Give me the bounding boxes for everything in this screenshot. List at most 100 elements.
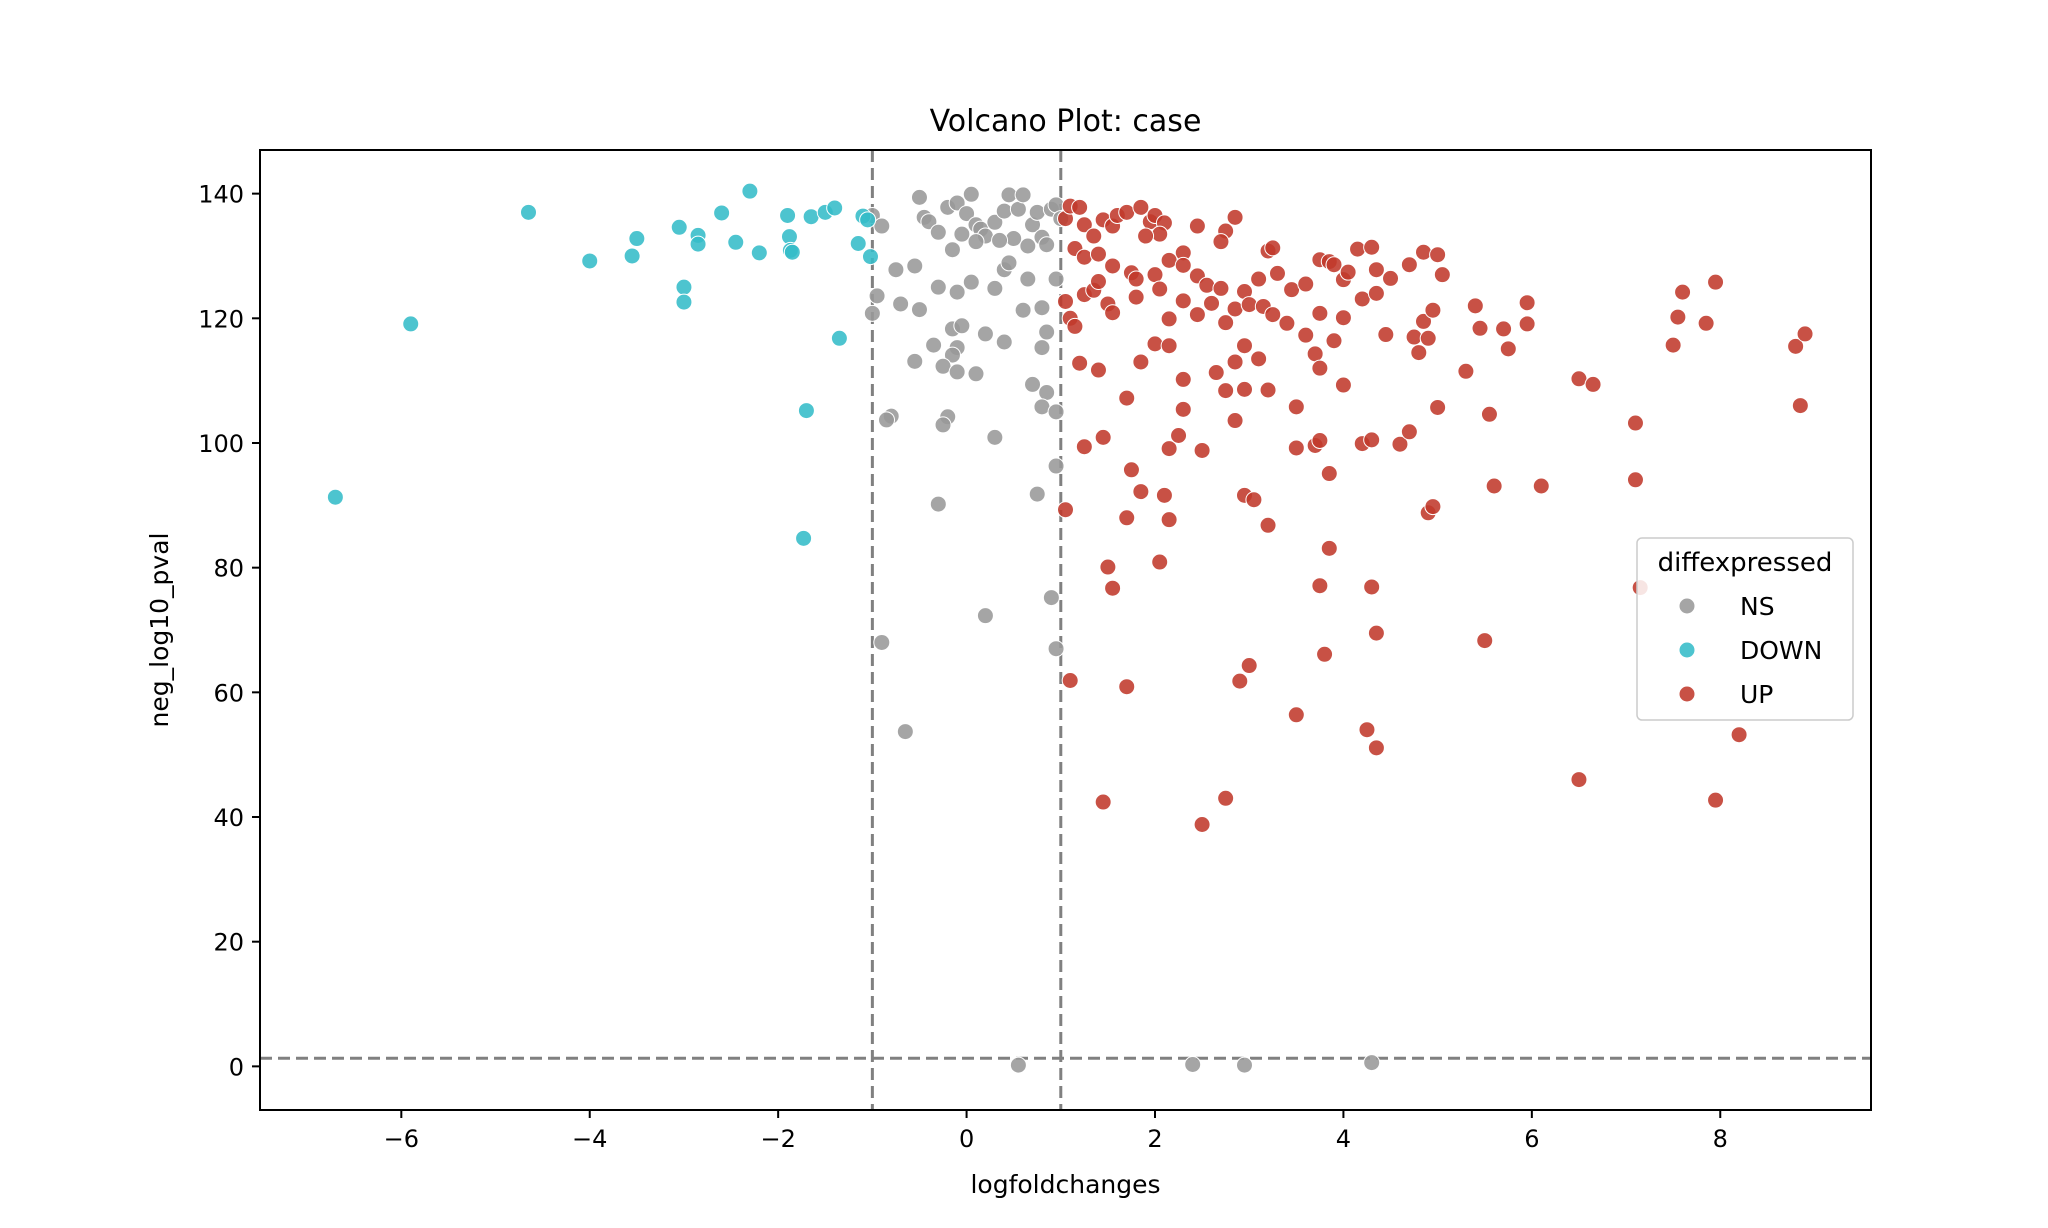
data-point xyxy=(1118,678,1136,696)
data-point xyxy=(1264,239,1282,257)
data-point xyxy=(1400,423,1418,441)
data-point xyxy=(1367,284,1385,302)
data-point xyxy=(1033,299,1051,317)
data-point xyxy=(1160,310,1178,328)
data-point xyxy=(1042,589,1060,607)
data-point xyxy=(1626,471,1644,489)
data-point xyxy=(1160,511,1178,529)
data-point xyxy=(906,257,924,275)
data-point xyxy=(1240,296,1258,314)
data-point xyxy=(1283,281,1301,299)
x-tick-label: 0 xyxy=(959,1125,974,1153)
data-point xyxy=(830,329,848,347)
data-point xyxy=(962,185,980,203)
data-point xyxy=(1730,726,1748,744)
y-tick-label: 80 xyxy=(213,555,244,583)
data-point xyxy=(1405,328,1423,346)
data-point xyxy=(1014,186,1032,204)
data-point xyxy=(1207,364,1225,382)
data-point xyxy=(1363,238,1381,256)
data-point xyxy=(1306,345,1324,363)
data-point xyxy=(1075,248,1093,266)
data-point xyxy=(1226,353,1244,371)
data-point xyxy=(1424,498,1442,516)
x-tick-label: −4 xyxy=(572,1125,607,1153)
data-point xyxy=(1297,326,1315,344)
data-point xyxy=(1410,344,1428,362)
data-point xyxy=(750,244,768,262)
data-point xyxy=(1151,225,1169,243)
data-point xyxy=(1118,389,1136,407)
data-point xyxy=(1089,361,1107,379)
data-point xyxy=(1476,632,1494,650)
data-point xyxy=(1104,304,1122,322)
data-point xyxy=(1367,261,1385,279)
data-point xyxy=(1089,245,1107,263)
data-point xyxy=(1532,477,1550,495)
data-point xyxy=(1047,457,1065,475)
data-point xyxy=(976,325,994,343)
data-point xyxy=(1377,326,1395,344)
data-point xyxy=(1674,283,1692,301)
x-tick-label: 4 xyxy=(1336,1125,1351,1153)
data-point xyxy=(986,428,1004,446)
data-point xyxy=(1033,339,1051,357)
data-point xyxy=(1311,359,1329,377)
data-point xyxy=(1089,273,1107,291)
data-point xyxy=(1132,483,1150,501)
data-point xyxy=(1429,246,1447,264)
legend-title: diffexpressed xyxy=(1658,548,1833,578)
data-point xyxy=(1047,640,1065,658)
data-point xyxy=(1151,280,1169,298)
data-point xyxy=(873,633,891,651)
data-point xyxy=(1339,263,1357,281)
legend-label-down: DOWN xyxy=(1740,636,1822,665)
data-point xyxy=(1320,539,1338,557)
legend-marker-ns xyxy=(1678,597,1696,615)
data-point xyxy=(1316,645,1334,663)
data-point xyxy=(995,202,1013,220)
data-point xyxy=(1570,370,1588,388)
x-tick-label: −2 xyxy=(760,1125,795,1153)
y-tick-label: 120 xyxy=(198,305,244,333)
data-point xyxy=(1155,486,1173,504)
data-point xyxy=(1245,491,1263,509)
data-point xyxy=(1363,578,1381,596)
data-point xyxy=(1287,439,1305,457)
data-point xyxy=(1400,256,1418,274)
data-point xyxy=(1127,270,1145,288)
data-point xyxy=(1311,577,1329,595)
data-point xyxy=(1160,251,1178,269)
data-point xyxy=(1184,1055,1202,1073)
data-point xyxy=(1391,435,1409,453)
data-point xyxy=(995,333,1013,351)
data-point xyxy=(1212,233,1230,251)
data-point xyxy=(1584,375,1602,393)
data-point xyxy=(1193,441,1211,459)
data-point xyxy=(802,208,820,226)
data-point xyxy=(1132,353,1150,371)
data-point xyxy=(783,243,801,261)
data-point xyxy=(962,273,980,291)
data-point xyxy=(1287,706,1305,724)
data-point xyxy=(1707,791,1725,809)
y-tick-label: 140 xyxy=(198,181,244,209)
data-point xyxy=(1363,1054,1381,1072)
data-point xyxy=(689,235,707,253)
data-point xyxy=(1132,198,1150,216)
x-tick-label: 2 xyxy=(1147,1125,1162,1153)
data-point xyxy=(1429,398,1447,416)
data-point xyxy=(967,365,985,383)
data-point xyxy=(1367,739,1385,757)
y-tick-label: 60 xyxy=(213,679,244,707)
data-point xyxy=(986,213,1004,231)
data-point xyxy=(675,278,693,296)
data-point xyxy=(1358,721,1376,739)
data-point xyxy=(1038,236,1056,254)
data-point xyxy=(1787,337,1805,355)
data-point xyxy=(741,182,759,200)
data-point xyxy=(1000,254,1018,272)
data-point xyxy=(1669,308,1687,326)
data-point xyxy=(1057,501,1074,519)
data-point xyxy=(1297,275,1315,293)
